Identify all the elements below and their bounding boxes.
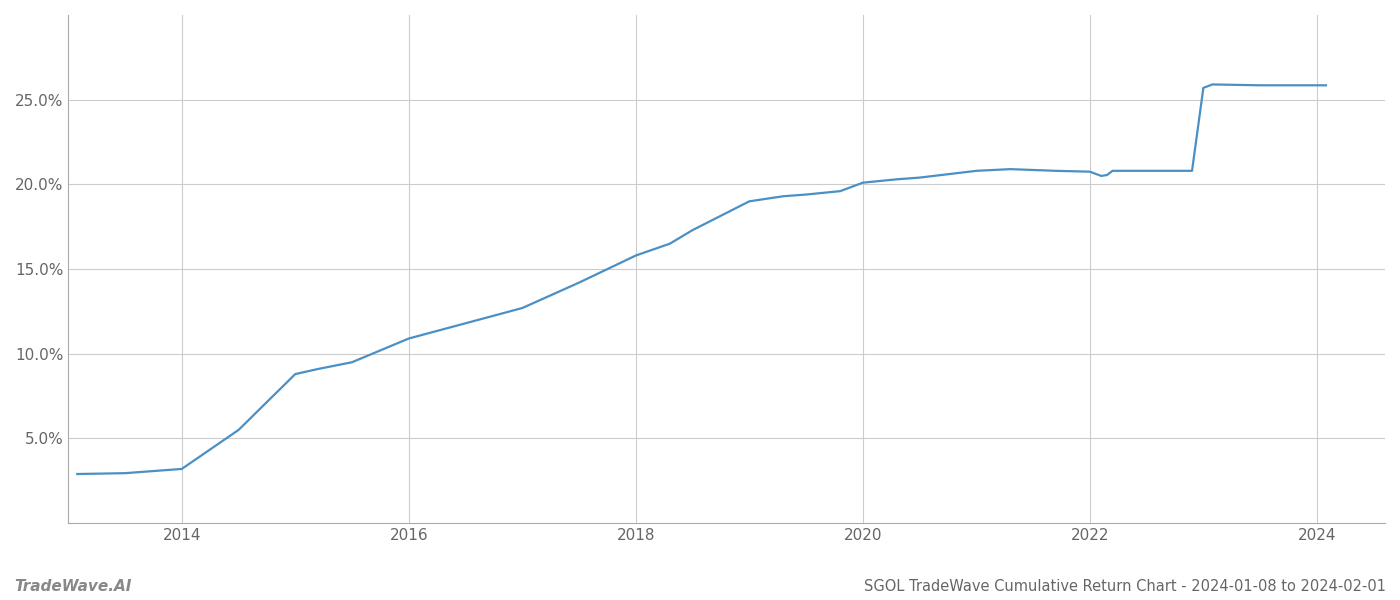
Text: SGOL TradeWave Cumulative Return Chart - 2024-01-08 to 2024-02-01: SGOL TradeWave Cumulative Return Chart -…	[864, 579, 1386, 594]
Text: TradeWave.AI: TradeWave.AI	[14, 579, 132, 594]
